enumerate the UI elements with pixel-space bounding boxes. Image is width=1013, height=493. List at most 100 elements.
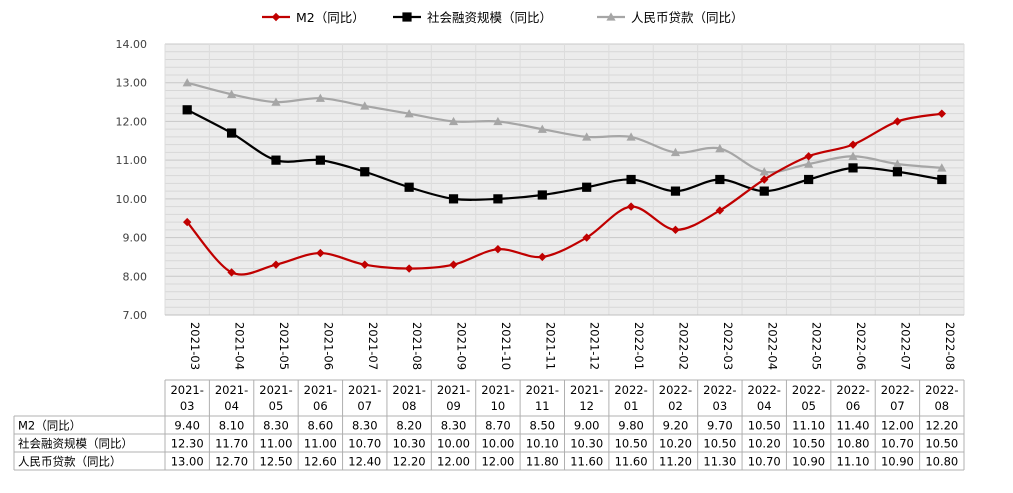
table-header-cell: 10: [491, 399, 506, 413]
legend-marker: [402, 12, 412, 22]
table-cell: 9.00: [574, 419, 600, 433]
table-cell: 10.20: [659, 437, 692, 451]
table-cell: 10.50: [748, 419, 781, 433]
data-point: [449, 260, 458, 269]
x-tick-label: 2021-05: [277, 322, 291, 370]
data-point: [271, 260, 281, 269]
table-header-cell: 2021-: [170, 383, 203, 397]
data-point: [671, 225, 680, 235]
table-cell: 8.20: [396, 419, 422, 433]
y-tick-label: 13.00: [116, 77, 148, 90]
data-point: [404, 109, 414, 118]
table-cell: 10.30: [393, 437, 426, 451]
table-cell: 11.80: [526, 455, 559, 469]
table-cell: 10.70: [348, 437, 381, 451]
table-cell: 10.00: [481, 437, 514, 451]
table-cell: 10.50: [925, 437, 958, 451]
table-cell: 12.70: [215, 455, 248, 469]
table-cell: 11.40: [837, 419, 870, 433]
data-point: [892, 159, 903, 168]
table-cell: 11.00: [304, 437, 337, 451]
table-header-cell: 2021-: [392, 383, 425, 397]
table-cell: 11.10: [837, 455, 870, 469]
y-tick-label: 10.00: [116, 193, 148, 206]
data-point: [848, 151, 858, 160]
table-header-cell: 2022-: [881, 383, 914, 397]
table-cell: 10.30: [570, 437, 603, 451]
table-cell: 10.80: [837, 437, 870, 451]
x-tick-label: 2022-05: [810, 322, 824, 370]
data-point: [626, 132, 636, 141]
legend-label: M2（同比）: [296, 10, 365, 25]
x-tick-label: 2022-01: [632, 322, 646, 370]
data-point: [448, 194, 459, 204]
y-tick-label: 11.00: [116, 154, 148, 167]
table-header-cell: 07: [357, 399, 372, 413]
data-point: [848, 140, 858, 149]
table-header-cell: 11: [535, 399, 550, 413]
table-cell: 9.40: [174, 419, 200, 433]
table-cell: 12.30: [171, 437, 204, 451]
data-point: [715, 206, 725, 215]
data-point: [360, 167, 370, 177]
data-point: [937, 163, 947, 172]
table-cell: 10.00: [437, 437, 470, 451]
data-point: [537, 190, 547, 200]
table-cell: 10.50: [792, 437, 825, 451]
table-cell: 11.00: [260, 437, 293, 451]
table-cell: 11.10: [792, 419, 825, 433]
data-point: [182, 217, 192, 227]
table-header-cell: 03: [180, 399, 195, 413]
table-cell: 8.30: [352, 419, 378, 433]
table-header-cell: 05: [801, 399, 816, 413]
table-cell: 10.80: [925, 455, 958, 469]
table-header-cell: 2022-: [614, 383, 647, 397]
x-tick-label: 2022-07: [898, 322, 912, 370]
x-tick-label: 2022-06: [854, 322, 868, 370]
table-header-cell: 12: [579, 399, 594, 413]
table-row-label: 社会融资规模（同比）: [18, 437, 133, 451]
table-cell: 13.00: [171, 455, 204, 469]
table-cell: 11.70: [215, 437, 248, 451]
table-cell: 12.40: [348, 455, 381, 469]
table-cell: 8.60: [308, 419, 334, 433]
data-point: [937, 109, 947, 118]
table-header-cell: 2021-: [570, 383, 603, 397]
legend-marker: [606, 12, 616, 21]
data-point: [360, 260, 369, 269]
data-point: [537, 124, 547, 133]
data-point: [626, 174, 636, 185]
data-point: [227, 268, 236, 277]
data-point: [182, 105, 192, 115]
data-point: [937, 174, 947, 185]
table-header-cell: 2022-: [748, 383, 781, 397]
table-header-cell: 2022-: [659, 383, 692, 397]
table-header-cell: 2022-: [925, 383, 958, 397]
table-header-cell: 2022-: [703, 383, 736, 397]
data-point: [315, 93, 325, 102]
table-header-cell: 01: [624, 399, 639, 413]
table-header-cell: 08: [934, 399, 949, 413]
table-header-cell: 2021-: [526, 383, 559, 397]
table-header-cell: 05: [269, 399, 284, 413]
table-cell: 10.50: [703, 437, 736, 451]
table-header-cell: 2021-: [437, 383, 470, 397]
data-point: [759, 186, 769, 196]
data-point: [538, 252, 547, 262]
table-cell: 10.20: [748, 437, 781, 451]
data-point: [404, 182, 414, 192]
table-header-cell: 06: [313, 399, 328, 413]
table-cell: 9.20: [663, 419, 689, 433]
table-row-label: 人民币贷款（同比）: [18, 455, 122, 469]
series-line: [186, 81, 942, 174]
data-point: [804, 174, 814, 185]
legend-label: 社会融资规模（同比）: [427, 10, 552, 25]
legend-label: 人民币贷款（同比）: [631, 10, 744, 25]
table-header-cell: 04: [757, 399, 772, 413]
x-tick-label: 2021-07: [366, 322, 380, 370]
table-cell: 12.50: [260, 455, 293, 469]
x-tick-label: 2021-09: [455, 322, 469, 370]
table-header-cell: 06: [846, 399, 861, 413]
table-header-cell: 04: [224, 399, 239, 413]
